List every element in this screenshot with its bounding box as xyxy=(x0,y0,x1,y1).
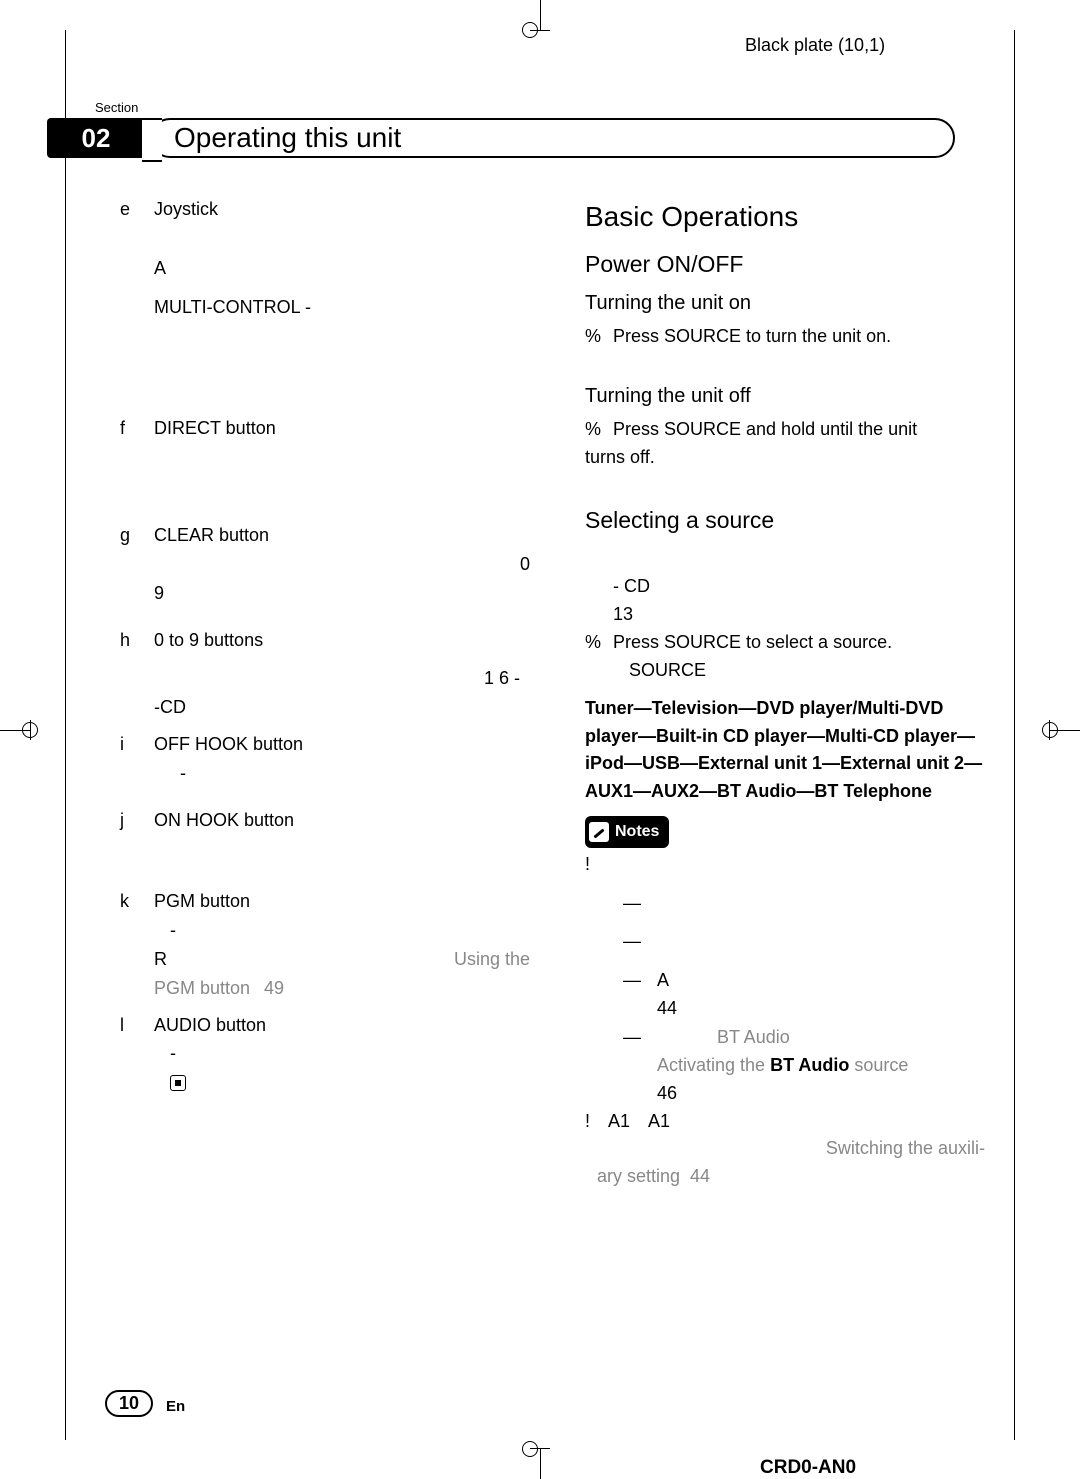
list-item: k PGM button - R Using the PGM button 49 xyxy=(120,887,530,1002)
heading-turn-off: Turning the unit off xyxy=(585,380,995,412)
body-text: Press SOURCE to turn the unit on. xyxy=(613,323,891,351)
list-item: j ON HOOK button xyxy=(120,806,530,835)
heading-selecting-source: Selecting a source xyxy=(585,502,995,539)
note-text: Activating the xyxy=(657,1055,765,1075)
item-title: PGM button xyxy=(154,887,250,916)
bullet-icon: % xyxy=(585,629,603,657)
item-title: ON HOOK button xyxy=(154,806,294,835)
list-item: h 0 to 9 buttons 1 6 - -CD xyxy=(120,626,530,722)
dash: — xyxy=(623,966,645,995)
item-sub-text: 9 xyxy=(120,579,530,608)
item-sub-text: - xyxy=(120,1039,530,1068)
left-column: e Joystick A MULTI-CONTROL - f DIRECT bu… xyxy=(120,195,530,1191)
item-letter: l xyxy=(120,1011,134,1040)
content-area: e Joystick A MULTI-CONTROL - f DIRECT bu… xyxy=(120,195,1000,1191)
black-plate-label: Black plate (10,1) xyxy=(745,35,885,56)
list-item: i OFF HOOK button - xyxy=(120,730,530,788)
item-sub-text: MULTI-CONTROL - xyxy=(120,293,530,322)
item-sub-text: A xyxy=(120,254,530,283)
dash: — xyxy=(623,1023,645,1052)
item-title: AUDIO button xyxy=(154,1011,266,1040)
note-text: 46 xyxy=(585,1080,995,1108)
section-number-tab: 02 xyxy=(47,118,145,158)
note-text: A xyxy=(657,966,669,995)
item-sub-text: R xyxy=(154,945,167,974)
note-text: BT Audio xyxy=(657,1023,790,1052)
item-letter: j xyxy=(120,806,134,835)
list-item: l AUDIO button - xyxy=(120,1011,530,1097)
pencil-icon xyxy=(589,822,609,842)
item-letter: k xyxy=(120,887,134,916)
item-sub-text: -CD xyxy=(120,693,530,722)
item-title: 0 to 9 buttons xyxy=(154,626,263,655)
item-title: DIRECT button xyxy=(154,414,276,443)
body-text: turns off. xyxy=(585,444,995,472)
item-sub-text: 1 6 - xyxy=(484,664,520,693)
item-letter: e xyxy=(120,195,134,224)
right-column: Basic Operations Power ON/OFF Turning th… xyxy=(585,195,995,1191)
item-sub-text: PGM button xyxy=(154,974,250,1003)
bullet-icon: % xyxy=(585,323,603,351)
note-text: 44 xyxy=(690,1163,710,1191)
page-language: En xyxy=(166,1398,185,1415)
bullet-icon: % xyxy=(585,416,603,444)
note-text: Switching the auxili- xyxy=(585,1135,995,1163)
heading-power: Power ON/OFF xyxy=(585,246,995,283)
body-text: SOURCE xyxy=(585,657,995,685)
body-text: 13 xyxy=(585,601,995,629)
body-text: - CD xyxy=(585,573,995,601)
item-letter: g xyxy=(120,521,134,550)
section-label: Section xyxy=(95,100,138,115)
note-text: 44 xyxy=(585,995,995,1023)
dash: — xyxy=(623,927,645,956)
notes-badge: Notes xyxy=(585,816,669,848)
item-sub-text: - xyxy=(120,916,530,945)
note-text: A1 xyxy=(608,1108,630,1136)
page-title: Operating this unit xyxy=(150,118,955,158)
body-text: Press SOURCE and hold until the unit xyxy=(613,416,917,444)
stop-icon xyxy=(170,1075,186,1091)
page-title-text: Operating this unit xyxy=(174,122,401,153)
item-title: Joystick xyxy=(154,195,218,224)
notes-label: Notes xyxy=(615,819,659,845)
list-item: g CLEAR button 0 9 xyxy=(120,521,530,607)
item-letter: f xyxy=(120,414,134,443)
note-bullet: ! xyxy=(585,851,995,879)
item-title: CLEAR button xyxy=(154,521,269,550)
heading-turn-on: Turning the unit on xyxy=(585,287,995,319)
list-item: e Joystick A MULTI-CONTROL - xyxy=(120,195,530,321)
item-sub-text: 0 xyxy=(520,550,530,579)
footer-code: CRD0-AN0 xyxy=(760,1457,856,1479)
list-item: f DIRECT button xyxy=(120,414,530,443)
item-letter: i xyxy=(120,730,134,759)
item-sub-text: 49 xyxy=(264,974,284,1003)
heading-basic-operations: Basic Operations xyxy=(585,195,995,240)
note-text: BT Audio xyxy=(770,1055,849,1075)
item-letter: h xyxy=(120,626,134,655)
note-text: A1 xyxy=(648,1108,670,1136)
dash: — xyxy=(623,889,645,918)
item-sub-text: - xyxy=(120,759,530,788)
note-text: ary setting xyxy=(597,1163,680,1191)
item-sub-text: Using the xyxy=(454,945,530,974)
source-chain: Tuner—Television—DVD player/Multi-DVD pl… xyxy=(585,695,995,807)
note-bullet: ! xyxy=(585,1108,590,1136)
note-text: source xyxy=(854,1055,908,1075)
item-title: OFF HOOK button xyxy=(154,730,303,759)
body-text: Press SOURCE to select a source. xyxy=(613,629,892,657)
page-number-badge: 10 xyxy=(105,1390,153,1417)
